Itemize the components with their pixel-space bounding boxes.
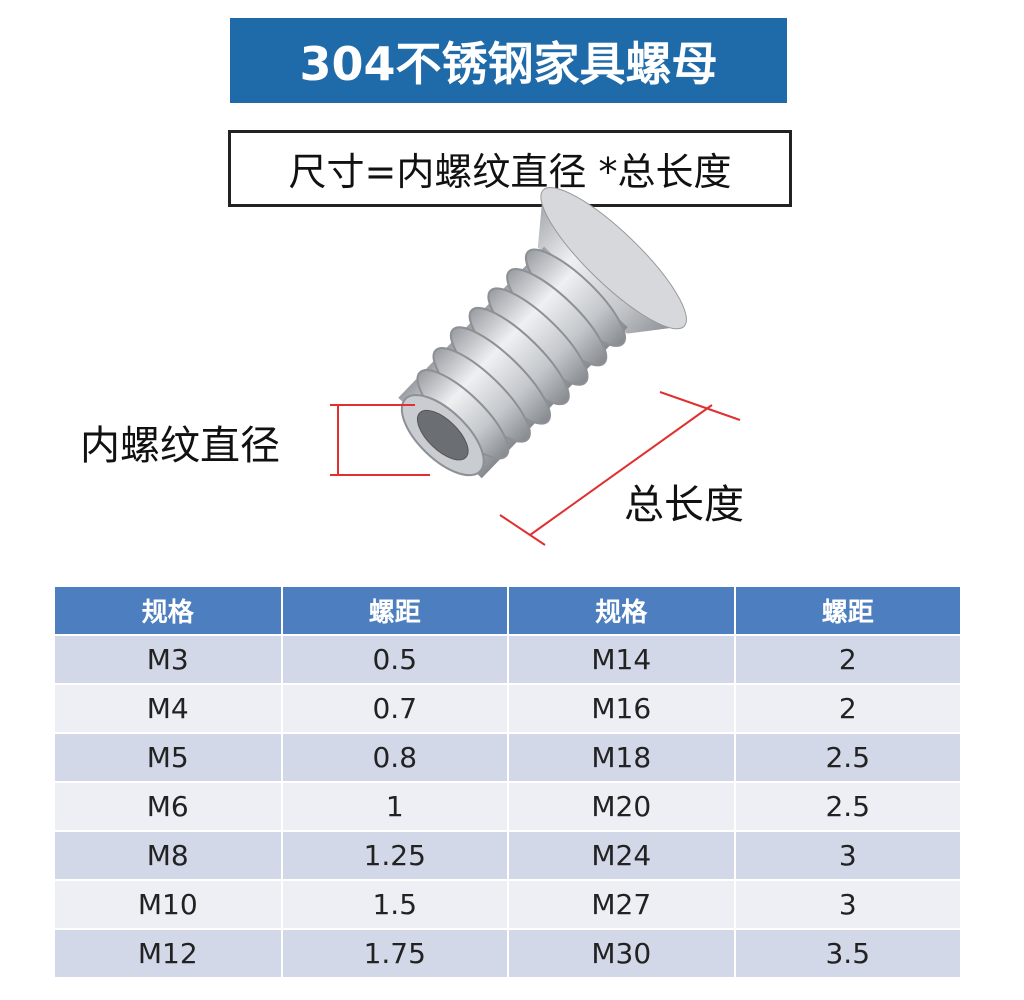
table-cell: M14 xyxy=(508,635,736,685)
table-cell: 0.5 xyxy=(281,635,509,685)
diameter-label: 内螺纹直径 xyxy=(80,423,280,469)
dimension-lines xyxy=(330,391,741,546)
subtitle: 尺寸=内螺纹直径 *总长度 xyxy=(228,130,792,207)
table-cell: M10 xyxy=(55,880,283,930)
column-header: 规格 xyxy=(55,587,283,636)
table-cell: 3 xyxy=(734,880,962,930)
table-cell: M16 xyxy=(508,684,736,734)
table-cell: 2.5 xyxy=(734,782,962,832)
table-row: M8 1.25 M24 3 xyxy=(55,831,962,881)
table-cell: M27 xyxy=(508,880,736,930)
table-row: M10 1.5 M27 3 xyxy=(55,880,962,930)
length-label: 总长度 xyxy=(624,482,744,528)
table-cell: M5 xyxy=(55,733,283,783)
table-cell: 2 xyxy=(734,635,962,685)
header-row: 规格 螺距 规格 螺距 xyxy=(55,587,962,636)
table-cell: 0.8 xyxy=(281,733,509,783)
table-cell: M8 xyxy=(55,831,283,881)
table-cell: 1.5 xyxy=(281,880,509,930)
table-cell: M3 xyxy=(55,635,283,685)
diagram xyxy=(330,187,741,546)
table-cell: M30 xyxy=(508,929,736,979)
table-cell: M12 xyxy=(55,929,283,979)
column-header: 螺距 xyxy=(734,587,962,636)
table-cell: 1 xyxy=(281,782,509,832)
table-body: M3 0.5 M14 2 M4 0.7 M16 2 M5 0.8 M18 2.5 M6 1 M20 2.5 M8… xyxy=(55,635,962,979)
table-cell: M24 xyxy=(508,831,736,881)
table-cell: 0.7 xyxy=(281,684,509,734)
table-cell: 2 xyxy=(734,684,962,734)
table-cell: 3.5 xyxy=(734,929,962,979)
table-cell: M6 xyxy=(55,782,283,832)
table-row: M5 0.8 M18 2.5 xyxy=(55,733,962,783)
table-cell: M4 xyxy=(55,684,283,734)
table-cell: 2.5 xyxy=(734,733,962,783)
table-row: M3 0.5 M14 2 xyxy=(55,635,962,685)
table-row: M12 1.75 M30 3.5 xyxy=(55,929,962,979)
column-header: 规格 xyxy=(508,587,736,636)
table-row: M4 0.7 M16 2 xyxy=(55,684,962,734)
spec-table: 规格 螺距 规格 螺距 M3 0.5 M14 2 M4 0.7 M16 2 M5 0.8 M18 2.5 M6… xyxy=(55,587,962,979)
table-cell: M20 xyxy=(508,782,736,832)
nut-illustration xyxy=(398,187,687,479)
title: 304不锈钢家具螺母 xyxy=(230,18,787,103)
table-cell: 3 xyxy=(734,831,962,881)
table-row: M6 1 M20 2.5 xyxy=(55,782,962,832)
table-cell: 1.25 xyxy=(281,831,509,881)
table-cell: M18 xyxy=(508,733,736,783)
column-header: 螺距 xyxy=(281,587,509,636)
table-cell: 1.75 xyxy=(281,929,509,979)
